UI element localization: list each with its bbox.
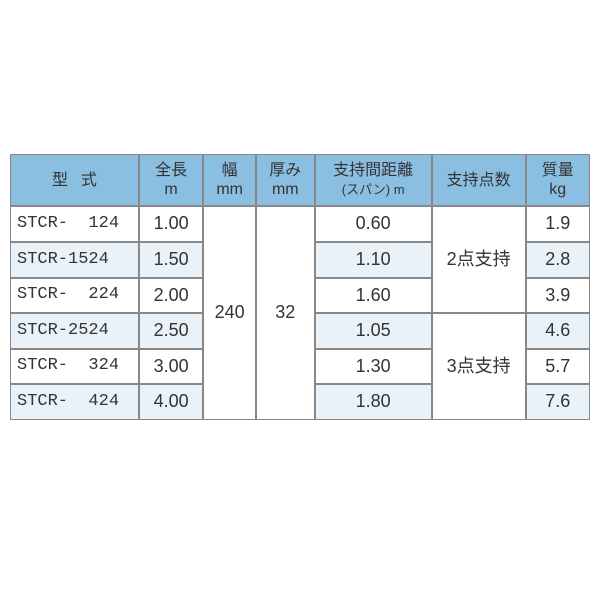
- cell-span: 1.30: [315, 349, 432, 385]
- cell-model: STCR- 424: [10, 384, 139, 420]
- cell-points: 3点支持: [432, 313, 526, 420]
- cell-model: STCR-1524: [10, 242, 139, 278]
- cell-points: 2点支持: [432, 206, 526, 313]
- cell-span: 1.60: [315, 278, 432, 314]
- cell-length: 1.00: [139, 206, 203, 242]
- unit: mm: [272, 181, 299, 198]
- unit: kg: [549, 181, 566, 198]
- cell-model: STCR- 124: [10, 206, 139, 242]
- col-width: 幅 mm: [203, 154, 256, 206]
- spec-table: 型式 全長 m 幅 mm 厚み mm 支持間距離 (スパン) m 支持点数 質量…: [10, 154, 590, 420]
- cell-length: 2.50: [139, 313, 203, 349]
- cell-model: STCR- 224: [10, 278, 139, 314]
- cell-mass: 2.8: [526, 242, 591, 278]
- cell-mass: 3.9: [526, 278, 591, 314]
- col-thick: 厚み mm: [256, 154, 315, 206]
- label: 厚み: [269, 162, 301, 179]
- cell-length: 1.50: [139, 242, 203, 278]
- cell-thick: 32: [256, 206, 315, 420]
- cell-span: 1.80: [315, 384, 432, 420]
- label: 幅: [222, 162, 238, 179]
- col-span: 支持間距離 (スパン) m: [315, 154, 432, 206]
- cell-length: 3.00: [139, 349, 203, 385]
- col-mass: 質量 kg: [526, 154, 591, 206]
- cell-span: 1.10: [315, 242, 432, 278]
- unit: m: [164, 181, 177, 198]
- table-row: STCR- 124 1.00 240 32 0.60 2点支持 1.9: [10, 206, 590, 242]
- label: 支持間距離: [333, 162, 413, 179]
- label2: 式: [81, 172, 97, 189]
- cell-span: 0.60: [315, 206, 432, 242]
- label: 支持点数: [447, 172, 511, 189]
- unit: mm: [216, 181, 243, 198]
- cell-length: 2.00: [139, 278, 203, 314]
- cell-model: STCR- 324: [10, 349, 139, 385]
- col-points: 支持点数: [432, 154, 526, 206]
- cell-length: 4.00: [139, 384, 203, 420]
- cell-width: 240: [203, 206, 256, 420]
- label: 質量: [542, 162, 574, 179]
- cell-mass: 4.6: [526, 313, 591, 349]
- col-model: 型式: [10, 154, 139, 206]
- cell-span: 1.05: [315, 313, 432, 349]
- cell-model: STCR-2524: [10, 313, 139, 349]
- cell-mass: 1.9: [526, 206, 591, 242]
- label: 全長: [155, 162, 187, 179]
- unit: (スパン) m: [342, 182, 405, 197]
- cell-mass: 5.7: [526, 349, 591, 385]
- col-length: 全長 m: [139, 154, 203, 206]
- table-header: 型式 全長 m 幅 mm 厚み mm 支持間距離 (スパン) m 支持点数 質量…: [10, 154, 590, 206]
- cell-mass: 7.6: [526, 384, 591, 420]
- spec-table-wrap: 型式 全長 m 幅 mm 厚み mm 支持間距離 (スパン) m 支持点数 質量…: [10, 154, 590, 420]
- label: 型: [52, 172, 81, 189]
